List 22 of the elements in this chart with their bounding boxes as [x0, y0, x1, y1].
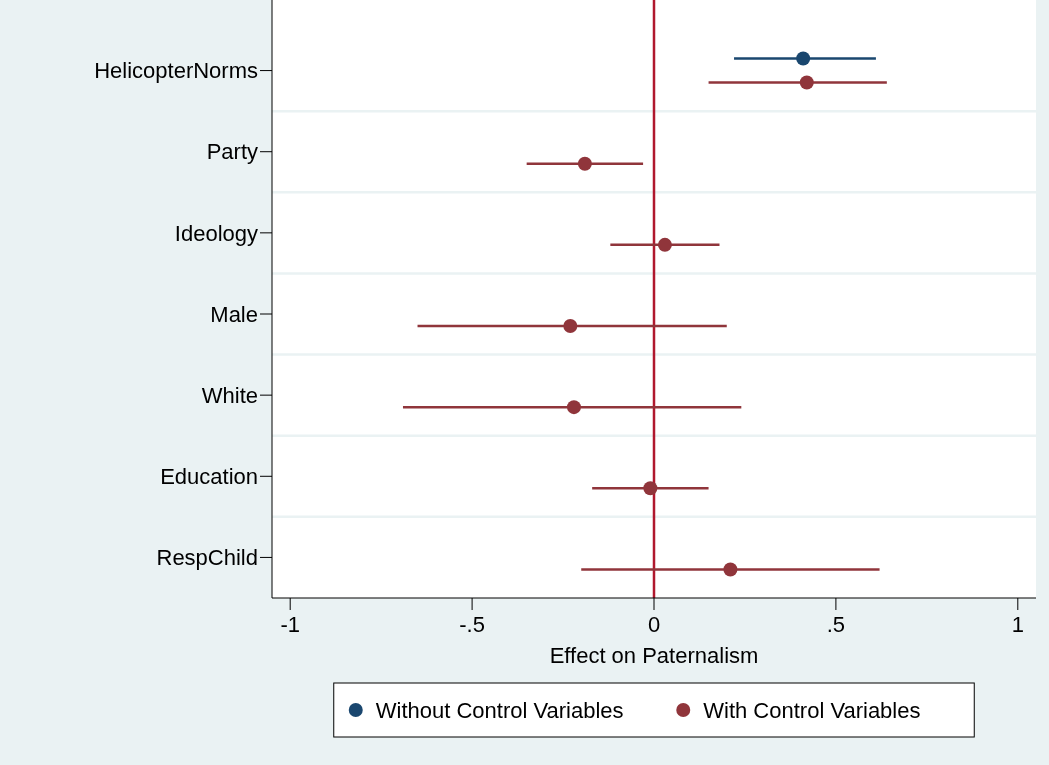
- point: [799, 75, 814, 90]
- y-tick-label: HelicopterNorms: [94, 58, 258, 84]
- x-tick-label: .5: [826, 612, 846, 637]
- y-tick-label: Education: [160, 463, 258, 489]
- x-tick-label: 0: [647, 612, 661, 637]
- point: [643, 481, 658, 496]
- point: [563, 319, 578, 333]
- x-tick-label: -.5: [459, 612, 485, 637]
- x-tick-label: -1: [280, 612, 300, 637]
- y-tick-label: Male: [210, 301, 258, 327]
- y-tick-label: Ideology: [174, 220, 258, 246]
- point: [577, 156, 592, 171]
- x-tick-label: 1: [1011, 612, 1024, 637]
- legend-label: With Control Variables: [703, 697, 921, 723]
- y-tick-label: Party: [206, 139, 258, 165]
- point: [657, 237, 672, 252]
- x-axis-title: Effect on Paternalism: [549, 643, 759, 668]
- y-tick-label: White: [201, 382, 258, 408]
- point: [566, 400, 581, 415]
- y-tick-label: RespChild: [156, 545, 258, 571]
- legend-label: Without Control Variables: [375, 697, 624, 723]
- point: [723, 562, 738, 577]
